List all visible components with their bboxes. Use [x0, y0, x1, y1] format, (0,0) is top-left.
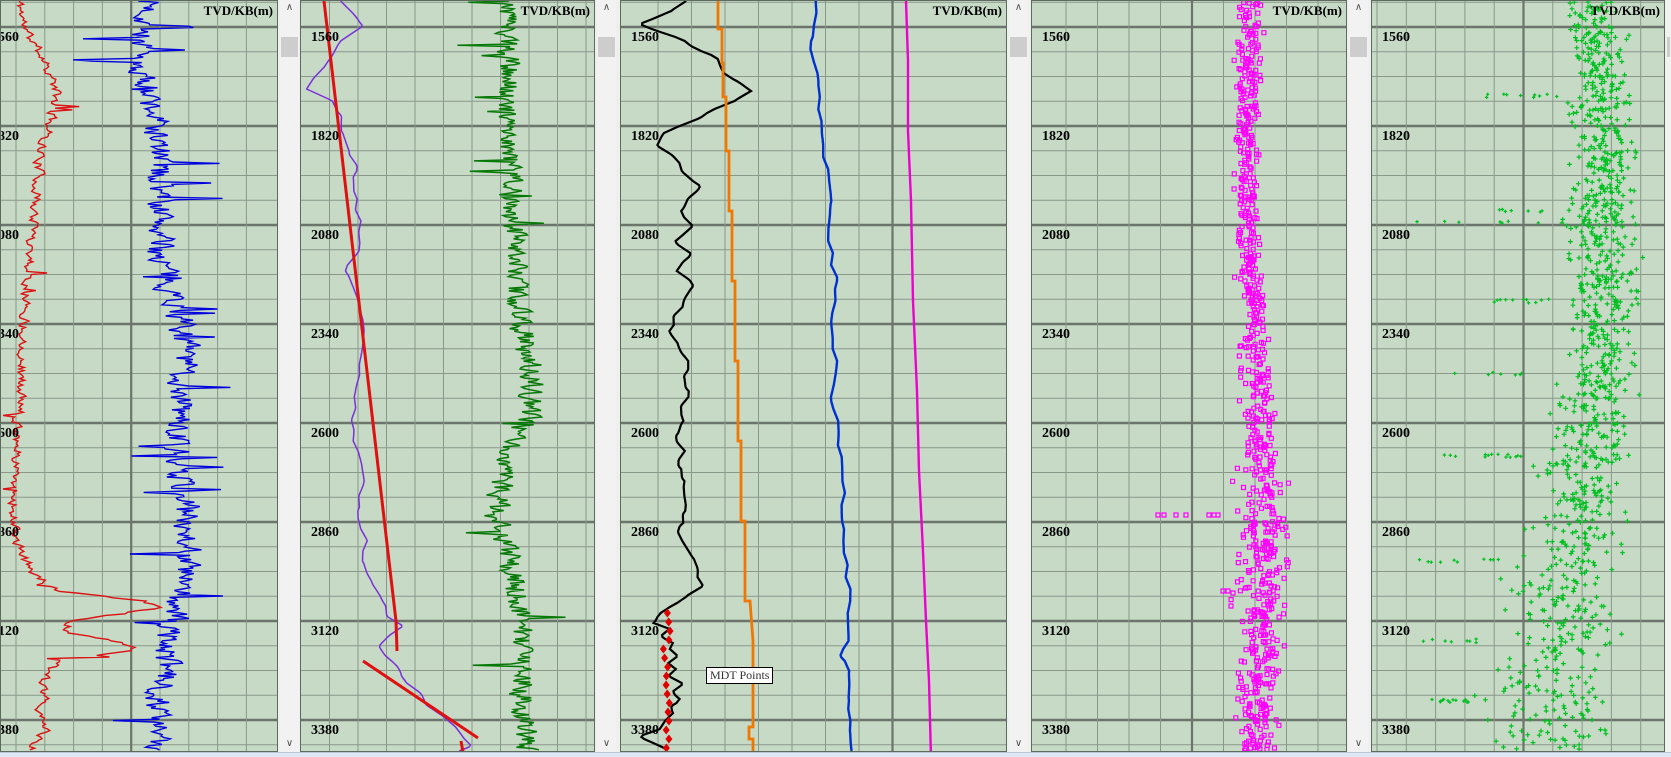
track-header-label: TVD/KB(m)	[203, 3, 273, 18]
depth-label: 2860	[1382, 525, 1410, 540]
track-header-label: TVD/KB(m)	[520, 3, 590, 18]
green-plus-scatter	[1415, 1, 1646, 751]
black-log-curve	[639, 1, 754, 751]
scrollbar-thumb[interactable]	[1350, 37, 1367, 57]
depth-label: 1820	[1382, 129, 1410, 144]
depth-label: 3120	[1382, 624, 1410, 639]
depth-label: 3380	[631, 723, 659, 738]
blue-gradient-curve	[809, 1, 853, 751]
scroll-down-icon[interactable]: ∨	[602, 738, 611, 749]
depth-label: 2860	[311, 525, 339, 540]
scroll-up-icon[interactable]	[1666, 0, 1671, 16]
depth-label: 2860	[1, 525, 19, 540]
scrollbar-thumb[interactable]	[1667, 37, 1670, 57]
magenta-gradient-curve	[904, 1, 933, 751]
depth-label: 2340	[631, 327, 659, 342]
blue-log-curve	[73, 1, 231, 751]
track-3-plot-area[interactable]: 1560 1820 2080 2340 2600 2860 3120 3380 TVD/KB(m…	[620, 0, 1007, 752]
depth-label: 2080	[311, 228, 339, 243]
depth-label: 2340	[1042, 327, 1070, 342]
track-5-canvas	[1372, 1, 1664, 751]
depth-label: 2080	[1, 228, 19, 243]
red-trend-line	[459, 740, 465, 751]
depth-label: 2080	[1042, 228, 1070, 243]
depth-label: 3120	[631, 624, 659, 639]
track-header-label: TVD/KB(m)	[1272, 3, 1342, 18]
scroll-up-icon[interactable]: ∧	[1354, 2, 1363, 13]
track-4-plot-area[interactable]: 1560 1820 2080 2340 2600 2860 3120 3380 TVD/KB(m…	[1031, 0, 1347, 752]
depth-label: 1820	[311, 129, 339, 144]
scroll-down-icon[interactable]: ∨	[285, 738, 294, 749]
track-5-vertical-scrollbar[interactable]	[1666, 0, 1671, 752]
depth-label: 3380	[1042, 723, 1070, 738]
red-trend-line	[322, 1, 399, 652]
depth-label: 1820	[1, 129, 19, 144]
depth-label: 2600	[1382, 426, 1410, 441]
magenta-square-scatter	[1155, 1, 1292, 751]
track-1-plot-area[interactable]: 1560 1820 2080 2340 2600 2860 3120 3380 TVD/KB(m…	[0, 0, 278, 752]
depth-label: 3380	[311, 723, 339, 738]
scroll-up-icon[interactable]: ∧	[285, 2, 294, 13]
green-log-curve	[457, 1, 566, 751]
depth-label: 3380	[1382, 723, 1410, 738]
scrollbar-thumb[interactable]	[598, 37, 615, 57]
track-header-label: TVD/KB(m)	[932, 3, 1002, 18]
depth-label: 2080	[631, 228, 659, 243]
scroll-up-icon[interactable]: ∧	[602, 2, 611, 13]
scroll-down-icon[interactable]	[1666, 736, 1671, 752]
track-4-vertical-scrollbar[interactable]: ∧ ∨	[1349, 0, 1368, 752]
depth-label: 1560	[1, 30, 19, 45]
depth-label: 2600	[1, 426, 19, 441]
purple-log-curve	[305, 1, 472, 751]
track-5-plot-area[interactable]: 1560 1820 2080 2340 2600 2860 3120 3380 TVD/KB(m…	[1371, 0, 1665, 752]
depth-label: 2340	[1, 327, 19, 342]
depth-label: 3120	[1042, 624, 1070, 639]
track-1-canvas	[1, 1, 277, 751]
mdt-point-markers	[659, 608, 674, 751]
depth-label: 2340	[1382, 327, 1410, 342]
scrollbar-thumb[interactable]	[1010, 37, 1027, 57]
depth-label: 3380	[1, 723, 19, 738]
track-1-vertical-scrollbar[interactable]: ∧ ∨	[280, 0, 299, 752]
depth-label: 2600	[311, 426, 339, 441]
track-2-plot-area[interactable]: 1560 1820 2080 2340 2600 2860 3120 3380 TVD/KB(m…	[300, 0, 595, 752]
track-3-vertical-scrollbar[interactable]: ∧ ∨	[1009, 0, 1028, 752]
track-header-label: TVD/KB(m)	[1590, 3, 1660, 18]
orange-step-curve	[716, 1, 755, 751]
depth-label: 1560	[1042, 30, 1070, 45]
depth-label: 2600	[631, 426, 659, 441]
depth-label: 3120	[311, 624, 339, 639]
scroll-down-icon[interactable]: ∨	[1014, 738, 1023, 749]
window-bottom-edge	[0, 752, 1671, 757]
red-log-curve	[2, 1, 164, 751]
red-trend-line	[362, 659, 479, 740]
depth-label: 1820	[631, 129, 659, 144]
depth-label: 1560	[311, 30, 339, 45]
depth-label: 1820	[1042, 129, 1070, 144]
depth-label: 2860	[631, 525, 659, 540]
track-3-canvas	[621, 1, 1006, 751]
scroll-up-icon[interactable]: ∧	[1014, 2, 1023, 13]
mdt-points-annotation: MDT Points	[706, 667, 774, 684]
depth-label: 2600	[1042, 426, 1070, 441]
depth-label: 2860	[1042, 525, 1070, 540]
track-2-canvas	[301, 1, 594, 751]
track-4-canvas	[1032, 1, 1346, 751]
depth-label: 1560	[1382, 30, 1410, 45]
scroll-down-icon[interactable]: ∨	[1354, 738, 1363, 749]
track-2-vertical-scrollbar[interactable]: ∧ ∨	[597, 0, 616, 752]
depth-label: 2340	[311, 327, 339, 342]
depth-label: 1560	[631, 30, 659, 45]
scrollbar-thumb[interactable]	[281, 37, 298, 57]
depth-label: 3120	[1, 624, 19, 639]
depth-label: 2080	[1382, 228, 1410, 243]
